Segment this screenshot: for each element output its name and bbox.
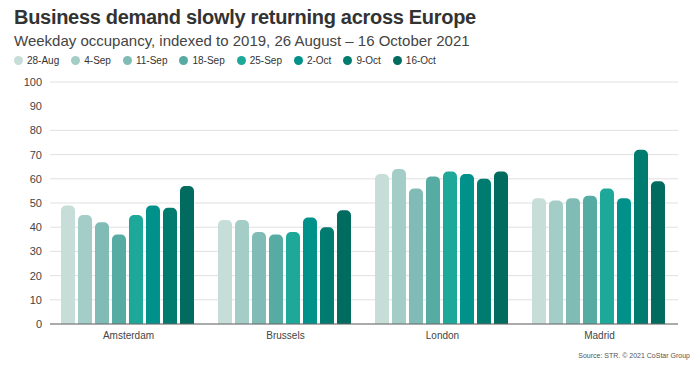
svg-text:80: 80 [30, 124, 42, 136]
html-text:11-Sep: 11-Sep [135, 55, 168, 66]
html-text:2-Oct: 2-Oct [307, 55, 332, 66]
svg-text:70: 70 [30, 149, 42, 161]
html-text:16-Oct: 16-Oct [405, 55, 436, 66]
svg-text:20: 20 [30, 270, 42, 282]
html-text:Source: STR. © 2021 CoStar Gro: Source: STR. © 2021 CoStar Group [578, 352, 690, 359]
html-text:28-Aug: 28-Aug [27, 55, 60, 66]
svg-text:60: 60 [30, 173, 42, 185]
html-text:Weekday occupancy, indexed to: Weekday occupancy, indexed to 2019, 26 A… [14, 32, 470, 49]
svg-text:40: 40 [30, 221, 42, 233]
svg-text:10: 10 [30, 294, 42, 306]
svg-text:100: 100 [24, 76, 42, 88]
html-text:18-Sep: 18-Sep [192, 55, 225, 66]
html-text:25-Sep: 25-Sep [249, 55, 282, 66]
svg-text:Brussels: Brussels [266, 330, 304, 341]
svg-text:Amsterdam: Amsterdam [103, 330, 154, 341]
svg-text:0: 0 [36, 318, 42, 330]
html-text:9-Oct: 9-Oct [356, 55, 381, 66]
html-text:4-Sep: 4-Sep [84, 55, 111, 66]
svg-text:London: London [426, 330, 459, 341]
svg-text:90: 90 [30, 100, 42, 112]
html-text:Business demand slowly returni: Business demand slowly returning across … [14, 6, 476, 28]
svg-text:Madrid: Madrid [584, 330, 615, 341]
svg-text:30: 30 [30, 245, 42, 257]
svg-text:50: 50 [30, 197, 42, 209]
